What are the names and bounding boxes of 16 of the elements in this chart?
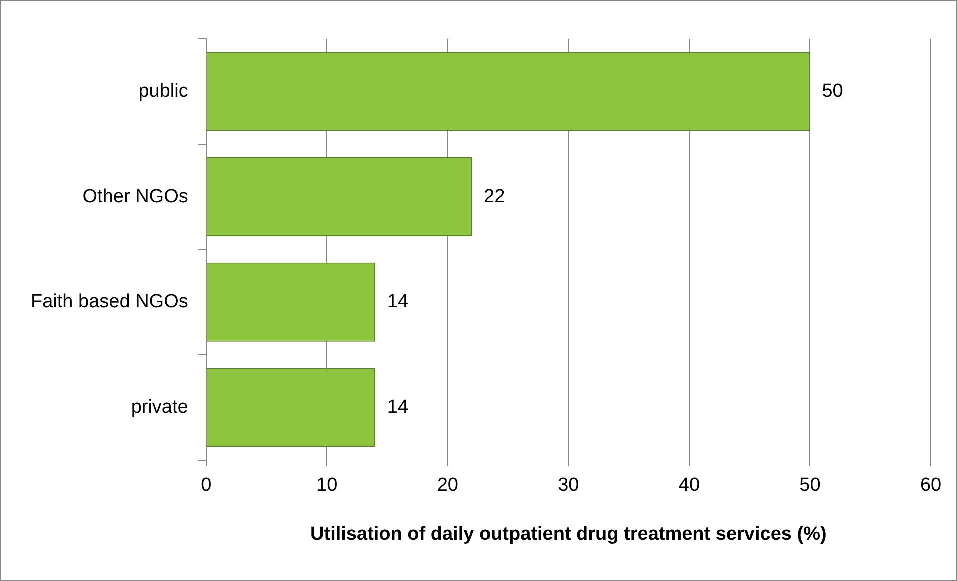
x-tick-label: 60: [920, 475, 942, 496]
y-tick-label: public: [138, 80, 188, 102]
data-label: 14: [387, 396, 409, 418]
data-label: 22: [484, 186, 506, 208]
x-tick-label: 20: [437, 475, 458, 496]
y-tick-label: Other NGOs: [82, 186, 188, 208]
x-tick-label: 50: [800, 475, 821, 496]
x-axis-title: Utilisation of daily outpatient drug treatment services (%): [310, 524, 827, 545]
data-label: 50: [822, 80, 844, 102]
x-tick-label: 30: [558, 475, 580, 496]
x-tick-label: 40: [678, 475, 700, 496]
x-tick-label: 0: [201, 475, 212, 496]
x-tick-label: 10: [316, 475, 338, 496]
data-label: 14: [387, 292, 409, 313]
y-tick-label: private: [131, 396, 188, 418]
y-tick-label: Faith based NGOs: [31, 292, 188, 313]
